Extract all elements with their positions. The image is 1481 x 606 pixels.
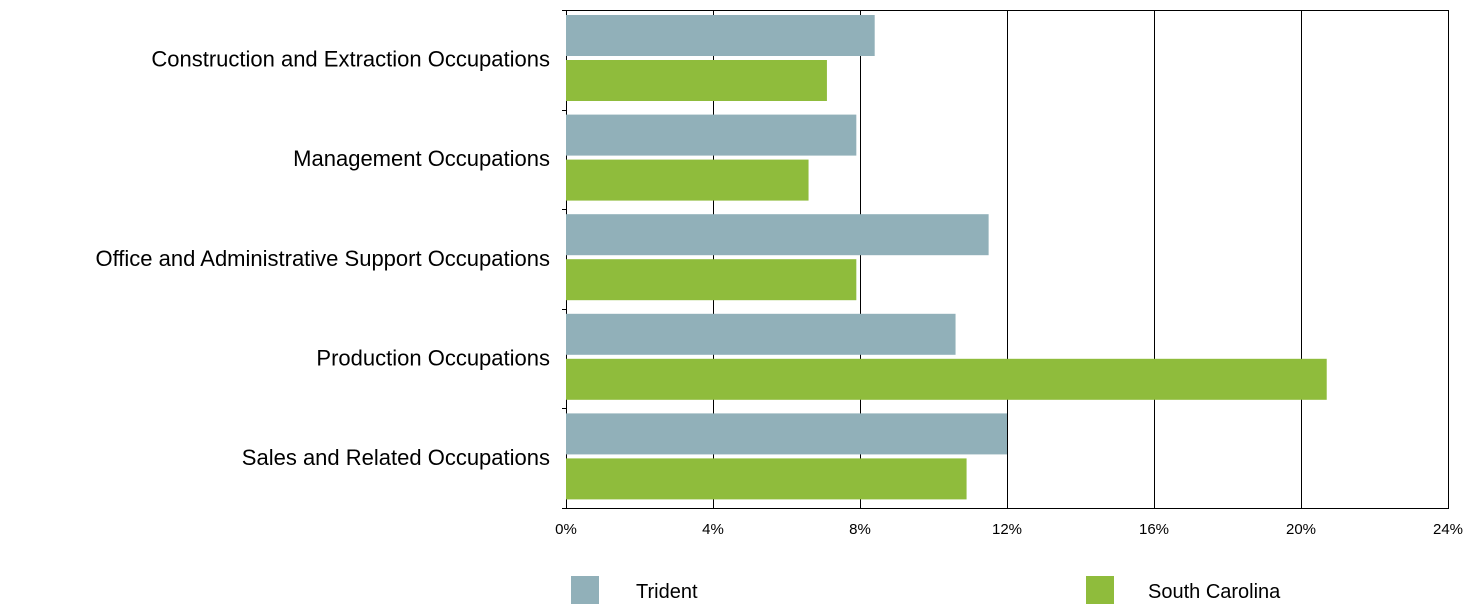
bar-trident [566,15,875,56]
bars [566,15,1327,500]
legend: Trident South Carolina [571,576,1281,604]
x-tick-label: 24% [1433,521,1463,538]
x-tick-label: 8% [849,521,871,538]
category-label: Construction and Extraction Occupations [151,47,550,72]
legend-label: Trident [636,581,698,603]
axes [562,10,1449,509]
bar-trident [566,313,956,355]
x-tick-label: 0% [555,521,577,538]
bar-south-carolina [566,159,809,201]
category-label: Production Occupations [316,345,550,370]
bar-south-carolina [566,259,857,301]
category-label: Management Occupations [293,146,550,171]
x-tick-label: 20% [1286,521,1316,538]
bar-trident [566,114,857,156]
category-labels: Construction and Extraction Occupations M… [95,47,550,470]
bar-south-carolina [566,358,1327,400]
category-label: Office and Administrative Support Occupa… [95,246,550,271]
x-tick-label: 4% [702,521,724,538]
legend-swatch [1086,576,1114,604]
bar-trident [566,214,989,256]
legend-swatch [571,576,599,604]
bar-trident [566,413,1007,455]
x-tick-labels: 0% 4% 8% 12% 16% 20% 24% [555,521,1463,538]
category-label: Sales and Related Occupations [242,445,550,470]
legend-label: South Carolina [1148,581,1281,603]
bar-south-carolina [566,60,827,101]
x-tick-label: 12% [992,521,1022,538]
bar-south-carolina [566,458,967,500]
x-tick-label: 16% [1139,521,1169,538]
